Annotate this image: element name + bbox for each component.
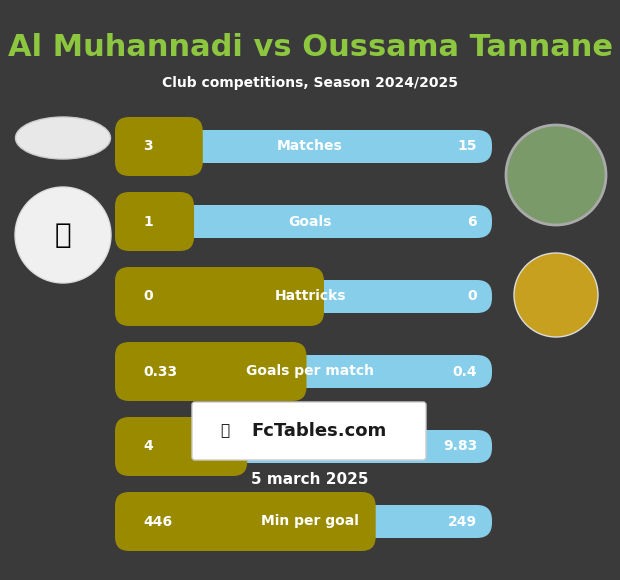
FancyBboxPatch shape — [144, 281, 310, 312]
FancyBboxPatch shape — [128, 130, 492, 163]
Text: 0.33: 0.33 — [143, 364, 177, 379]
Text: Al Muhannadi vs Oussama Tannane: Al Muhannadi vs Oussama Tannane — [7, 34, 613, 63]
Text: Matches: Matches — [277, 140, 343, 154]
Text: Hattricks: Hattricks — [274, 289, 346, 303]
FancyBboxPatch shape — [115, 267, 324, 326]
FancyBboxPatch shape — [115, 117, 203, 176]
Circle shape — [514, 253, 598, 337]
Text: Club competitions, Season 2024/2025: Club competitions, Season 2024/2025 — [162, 76, 458, 90]
Circle shape — [506, 125, 606, 225]
FancyBboxPatch shape — [144, 431, 233, 462]
Text: Goals per match: Goals per match — [246, 364, 374, 379]
FancyBboxPatch shape — [192, 402, 426, 460]
Text: 9.83: 9.83 — [443, 440, 477, 454]
Text: 6: 6 — [467, 215, 477, 229]
FancyBboxPatch shape — [128, 280, 492, 313]
Text: 249: 249 — [448, 514, 477, 528]
Text: 0: 0 — [467, 289, 477, 303]
Text: 15: 15 — [458, 140, 477, 154]
Text: Shots per goal: Shots per goal — [253, 440, 367, 454]
Text: Min per goal: Min per goal — [261, 514, 359, 528]
FancyBboxPatch shape — [115, 417, 247, 476]
FancyBboxPatch shape — [128, 430, 492, 463]
FancyBboxPatch shape — [128, 505, 492, 538]
Text: 1: 1 — [143, 215, 153, 229]
FancyBboxPatch shape — [144, 356, 293, 387]
Ellipse shape — [16, 117, 110, 159]
FancyBboxPatch shape — [128, 205, 492, 238]
Text: 📊: 📊 — [221, 423, 229, 438]
Text: Goals: Goals — [288, 215, 332, 229]
FancyBboxPatch shape — [115, 492, 376, 551]
Text: ⚽: ⚽ — [55, 221, 71, 249]
FancyBboxPatch shape — [115, 192, 194, 251]
Text: 3: 3 — [143, 140, 153, 154]
Text: 446: 446 — [143, 514, 172, 528]
FancyBboxPatch shape — [144, 206, 180, 237]
Text: 5 march 2025: 5 march 2025 — [251, 473, 369, 488]
Text: 0: 0 — [143, 289, 153, 303]
Text: 0.4: 0.4 — [453, 364, 477, 379]
FancyBboxPatch shape — [115, 342, 306, 401]
Text: FcTables.com: FcTables.com — [251, 422, 387, 440]
Text: 4: 4 — [143, 440, 153, 454]
FancyBboxPatch shape — [128, 355, 492, 388]
Circle shape — [15, 187, 111, 283]
FancyBboxPatch shape — [144, 506, 361, 537]
FancyBboxPatch shape — [144, 131, 188, 162]
